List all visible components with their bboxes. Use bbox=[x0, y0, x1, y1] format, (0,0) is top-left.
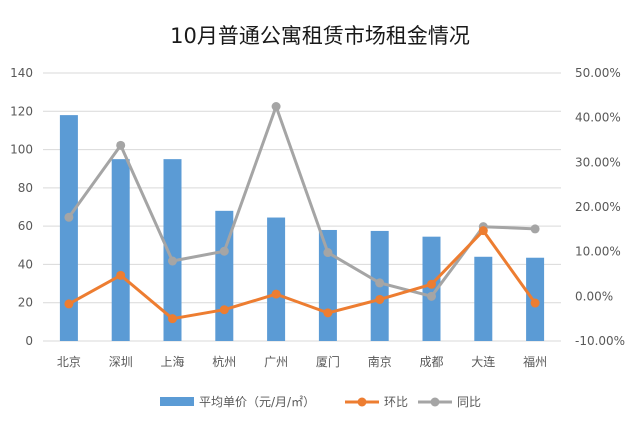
data-point bbox=[168, 256, 177, 266]
right-tick-label: 0.00% bbox=[575, 289, 613, 303]
bar-series bbox=[59, 115, 545, 341]
legend-label: 环比 bbox=[384, 395, 408, 409]
category-label: 杭州 bbox=[212, 354, 236, 369]
left-tick-label: 60 bbox=[18, 219, 33, 233]
right-tick-label: 30.00% bbox=[575, 155, 621, 169]
data-point bbox=[64, 299, 74, 309]
category-label: 福州 bbox=[523, 354, 547, 369]
legend: 平均单价（元/月/㎡） 环比 同比 bbox=[160, 395, 481, 409]
left-tick-label: 100 bbox=[10, 143, 33, 157]
data-point bbox=[271, 289, 281, 299]
category-label: 广州 bbox=[264, 355, 288, 369]
left-tick-label: 80 bbox=[18, 181, 33, 195]
data-point bbox=[219, 305, 229, 315]
legend-label: 同比 bbox=[457, 395, 481, 409]
legend-swatch-marker bbox=[357, 397, 367, 407]
left-tick-label: 120 bbox=[10, 104, 33, 118]
bar bbox=[59, 115, 78, 341]
legend-swatch-marker bbox=[430, 397, 440, 407]
data-point bbox=[375, 294, 385, 304]
legend-swatch-bar bbox=[160, 397, 194, 406]
category-axis: 北京 深圳 上海 杭州 广州 厦门 南京 成都 大连 福州 bbox=[57, 354, 547, 369]
left-tick-label: 140 bbox=[10, 66, 33, 80]
data-point bbox=[427, 279, 436, 289]
bar bbox=[474, 256, 493, 341]
data-point bbox=[168, 314, 177, 324]
data-point bbox=[375, 278, 385, 288]
category-label: 大连 bbox=[471, 354, 495, 369]
data-point bbox=[323, 308, 333, 318]
data-point bbox=[64, 212, 74, 222]
data-point bbox=[116, 140, 126, 150]
series-line bbox=[67, 105, 536, 298]
right-tick-label: 50.00% bbox=[575, 66, 621, 80]
category-label: 上海 bbox=[160, 354, 184, 369]
legend-label: 平均单价（元/月/㎡） bbox=[199, 395, 315, 409]
right-tick-label: 40.00% bbox=[575, 111, 621, 125]
right-tick-label: -10.00% bbox=[575, 334, 625, 348]
left-axis: 0 20 40 60 80 100 120 140 bbox=[10, 66, 33, 348]
bar bbox=[422, 236, 441, 341]
data-point bbox=[323, 248, 333, 258]
line-series bbox=[64, 102, 540, 324]
left-tick-label: 20 bbox=[18, 296, 33, 310]
data-point bbox=[116, 270, 126, 280]
right-tick-label: 20.00% bbox=[575, 200, 621, 214]
data-point bbox=[530, 298, 540, 308]
right-tick-label: 10.00% bbox=[575, 245, 621, 259]
data-point bbox=[427, 291, 436, 301]
data-point bbox=[219, 246, 229, 256]
bar bbox=[318, 229, 337, 341]
bar bbox=[111, 159, 130, 341]
category-label: 北京 bbox=[57, 355, 81, 369]
right-axis: -10.00% 0.00% 10.00% 20.00% 30.00% 40.00% 50.0… bbox=[575, 66, 625, 348]
left-tick-label: 40 bbox=[18, 257, 33, 271]
data-point bbox=[530, 224, 540, 234]
category-label: 南京 bbox=[368, 354, 392, 369]
category-label: 深圳 bbox=[109, 355, 133, 369]
category-label: 厦门 bbox=[316, 354, 340, 369]
left-tick-label: 0 bbox=[25, 334, 33, 348]
bar bbox=[267, 217, 286, 341]
bar bbox=[163, 159, 182, 341]
chart-title: 10月普通公寓租赁市场租金情况 bbox=[170, 24, 470, 48]
category-label: 成都 bbox=[419, 355, 443, 369]
series-line bbox=[68, 229, 537, 321]
data-point bbox=[478, 226, 488, 236]
data-point bbox=[271, 102, 281, 111]
